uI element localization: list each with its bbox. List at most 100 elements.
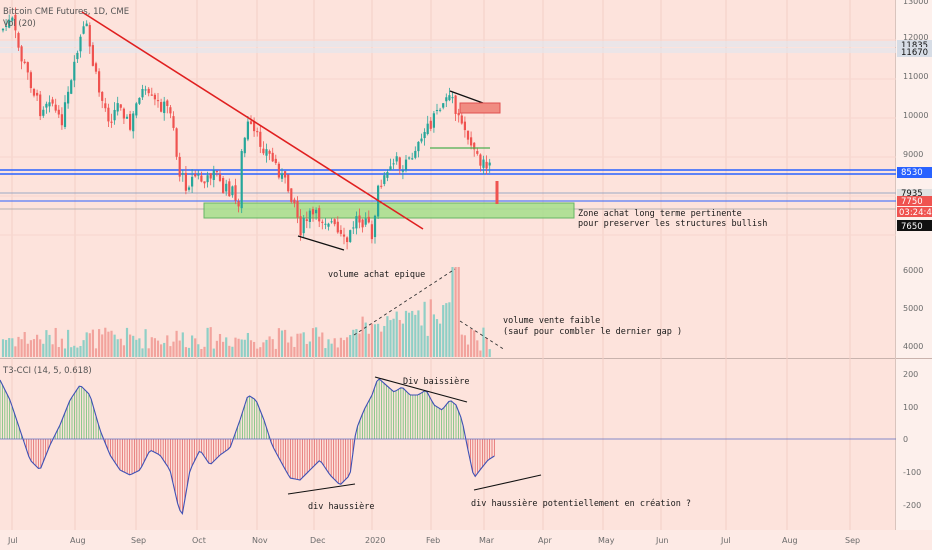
candle-body[interactable]: [200, 175, 203, 182]
candle-body[interactable]: [346, 237, 349, 243]
candle-body[interactable]: [466, 130, 470, 140]
candle-body[interactable]: [408, 157, 411, 159]
supply-zone[interactable]: [459, 102, 501, 114]
candle-body[interactable]: [479, 154, 482, 166]
low-divergence-line[interactable]: [297, 235, 345, 251]
candle-body[interactable]: [321, 221, 324, 223]
candle-body[interactable]: [383, 175, 386, 185]
candle-body[interactable]: [240, 151, 243, 209]
candle-body[interactable]: [284, 171, 287, 178]
candle-body[interactable]: [150, 94, 153, 96]
candle-body[interactable]: [197, 174, 200, 176]
cci-line[interactable]: [0, 378, 495, 516]
candle-body[interactable]: [445, 97, 448, 102]
candle-body[interactable]: [175, 128, 178, 157]
candle-body[interactable]: [212, 170, 215, 180]
volume-buy-annotation[interactable]: volume achat epique: [328, 270, 425, 280]
candle-body[interactable]: [395, 156, 398, 162]
candle-body[interactable]: [386, 172, 389, 178]
candle-body[interactable]: [110, 121, 113, 123]
candle-body[interactable]: [194, 174, 197, 177]
cci-bullish-div-line[interactable]: [287, 483, 356, 495]
candle-body[interactable]: [423, 131, 426, 139]
candle-body[interactable]: [414, 150, 417, 158]
candle-body[interactable]: [485, 161, 488, 169]
cci-histogram[interactable]: [0, 378, 495, 516]
volume-up-dashed-line[interactable]: [353, 268, 456, 336]
candle-body[interactable]: [259, 131, 262, 147]
candle-body[interactable]: [206, 175, 209, 183]
candle-body[interactable]: [401, 170, 404, 172]
candle-body[interactable]: [246, 121, 249, 140]
candle-body[interactable]: [420, 138, 423, 142]
candle-body[interactable]: [172, 116, 175, 128]
candle-body[interactable]: [17, 33, 20, 48]
candle-body[interactable]: [181, 173, 184, 175]
time-axis[interactable]: Jul Aug Sep Oct Nov Dec 2020 Feb Mar Apr…: [7, 536, 860, 545]
candle-body[interactable]: [305, 219, 308, 221]
candle-body[interactable]: [70, 80, 73, 94]
candle-body[interactable]: [48, 102, 51, 107]
candle-body[interactable]: [20, 46, 23, 62]
candle-body[interactable]: [26, 62, 29, 73]
candle-body[interactable]: [426, 123, 429, 134]
candle-body[interactable]: [249, 121, 253, 124]
candle-body[interactable]: [404, 159, 408, 170]
candle-body[interactable]: [132, 113, 135, 132]
candle-body[interactable]: [324, 223, 327, 225]
indicator-legend[interactable]: T3-CCI (14, 5, 0.618): [2, 366, 92, 376]
candle-body[interactable]: [439, 109, 442, 111]
zone-annotation-line2[interactable]: pour preserver les structures bullish: [578, 219, 767, 229]
candle-body[interactable]: [336, 221, 339, 233]
candle-body[interactable]: [392, 163, 395, 165]
zone-annotation-line1[interactable]: Zone achat long terme pertinente: [578, 209, 742, 219]
candle-body[interactable]: [45, 103, 48, 108]
candle-body[interactable]: [411, 158, 414, 160]
candle-body[interactable]: [389, 166, 392, 170]
candle-body[interactable]: [358, 215, 361, 223]
volume-down-dashed-line[interactable]: [459, 320, 506, 351]
candle-body[interactable]: [364, 218, 367, 225]
candle-body[interactable]: [231, 186, 234, 196]
candle-body[interactable]: [271, 152, 274, 162]
candle-body[interactable]: [442, 103, 445, 108]
candle-body[interactable]: [256, 131, 259, 133]
candle-body[interactable]: [367, 216, 370, 223]
candle-body[interactable]: [107, 107, 110, 122]
cci-bearish-div-line[interactable]: [374, 376, 468, 403]
div-potential-annotation[interactable]: div haussière potentiellement en créatio…: [471, 498, 691, 509]
candle-body[interactable]: [243, 137, 246, 154]
candle-body[interactable]: [333, 219, 336, 225]
candle-body[interactable]: [153, 94, 156, 100]
candle-body[interactable]: [398, 157, 401, 169]
divergence-line-top[interactable]: [449, 90, 484, 104]
candle-body[interactable]: [116, 103, 119, 112]
candle-body[interactable]: [32, 88, 36, 96]
candle-body[interactable]: [342, 234, 346, 237]
candle-body[interactable]: [91, 45, 94, 66]
candle-body[interactable]: [39, 94, 42, 117]
candle-body[interactable]: [448, 95, 451, 101]
candle-body[interactable]: [67, 91, 70, 104]
time-scale[interactable]: [0, 530, 932, 550]
candle-body[interactable]: [101, 91, 104, 101]
candle-body[interactable]: [380, 185, 383, 187]
candle-body[interactable]: [460, 115, 463, 124]
candle-body[interactable]: [352, 227, 355, 229]
candle-body[interactable]: [135, 103, 138, 116]
candle-body[interactable]: [222, 178, 225, 193]
volume-sell-annotation-1[interactable]: volume vente faible: [503, 316, 600, 326]
candle-body[interactable]: [280, 173, 284, 179]
candle-body[interactable]: [184, 172, 187, 191]
candle-body[interactable]: [253, 120, 256, 132]
candle-body[interactable]: [293, 199, 296, 204]
symbol-title[interactable]: Bitcoin CME Futures, 1D, CME: [3, 7, 129, 17]
candle-body[interactable]: [156, 100, 160, 102]
candle-body[interactable]: [265, 149, 268, 156]
candle-body[interactable]: [218, 174, 222, 181]
candle-body[interactable]: [163, 101, 166, 114]
candle-body[interactable]: [318, 208, 321, 222]
descending-trendline[interactable]: [81, 11, 424, 230]
candle-body[interactable]: [262, 148, 265, 154]
